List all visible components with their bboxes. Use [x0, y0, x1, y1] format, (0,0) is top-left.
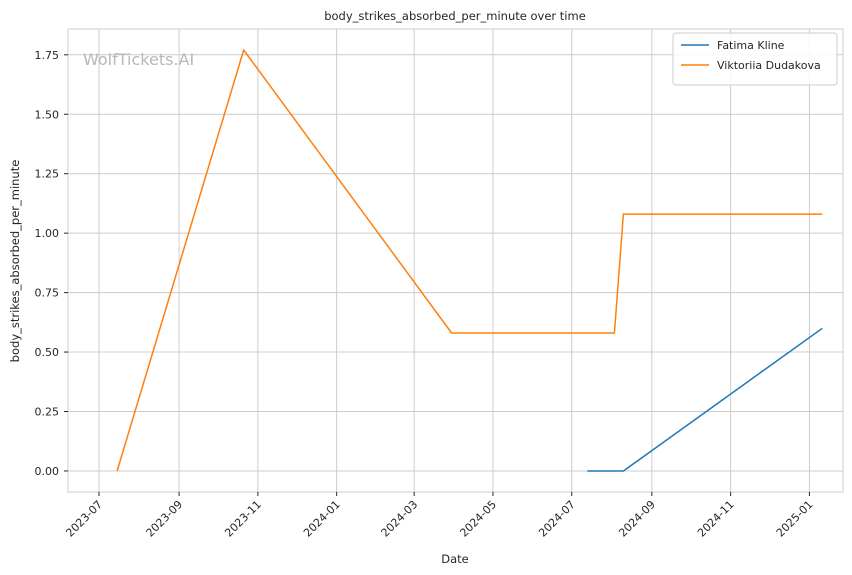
series-lines	[116, 49, 823, 472]
grid	[68, 29, 843, 492]
legend-label: Fatima Kline	[717, 39, 785, 52]
series-line-fatima-kline	[587, 327, 823, 472]
y-tick-label: 0.00	[35, 465, 60, 478]
legend: Fatima Kline Viktoriia Dudakova	[672, 32, 838, 86]
y-axis-ticks: 0.00 0.25 0.50 0.75 1.00 1.25 1.50 1.75	[35, 49, 68, 478]
watermark: WolfTickets.AI	[83, 50, 194, 69]
y-tick-label: 0.50	[35, 346, 60, 359]
y-tick-label: 0.75	[35, 287, 60, 300]
plot-frame	[67, 28, 844, 493]
x-axis-label: Date	[441, 552, 469, 566]
legend-box	[672, 32, 838, 86]
y-tick-label: 1.75	[35, 49, 60, 62]
y-axis-label: body_strikes_absorbed_per_minute	[8, 160, 22, 363]
y-tick-label: 1.00	[35, 227, 60, 240]
chart-title: body_strikes_absorbed_per_minute over ti…	[324, 9, 586, 23]
legend-label: Viktoriia Dudakova	[717, 59, 821, 72]
y-tick-label: 1.50	[35, 108, 60, 121]
series-line-viktoriia-dudakova	[116, 49, 823, 472]
y-tick-label: 0.25	[35, 406, 60, 419]
y-tick-label: 1.25	[35, 168, 60, 181]
